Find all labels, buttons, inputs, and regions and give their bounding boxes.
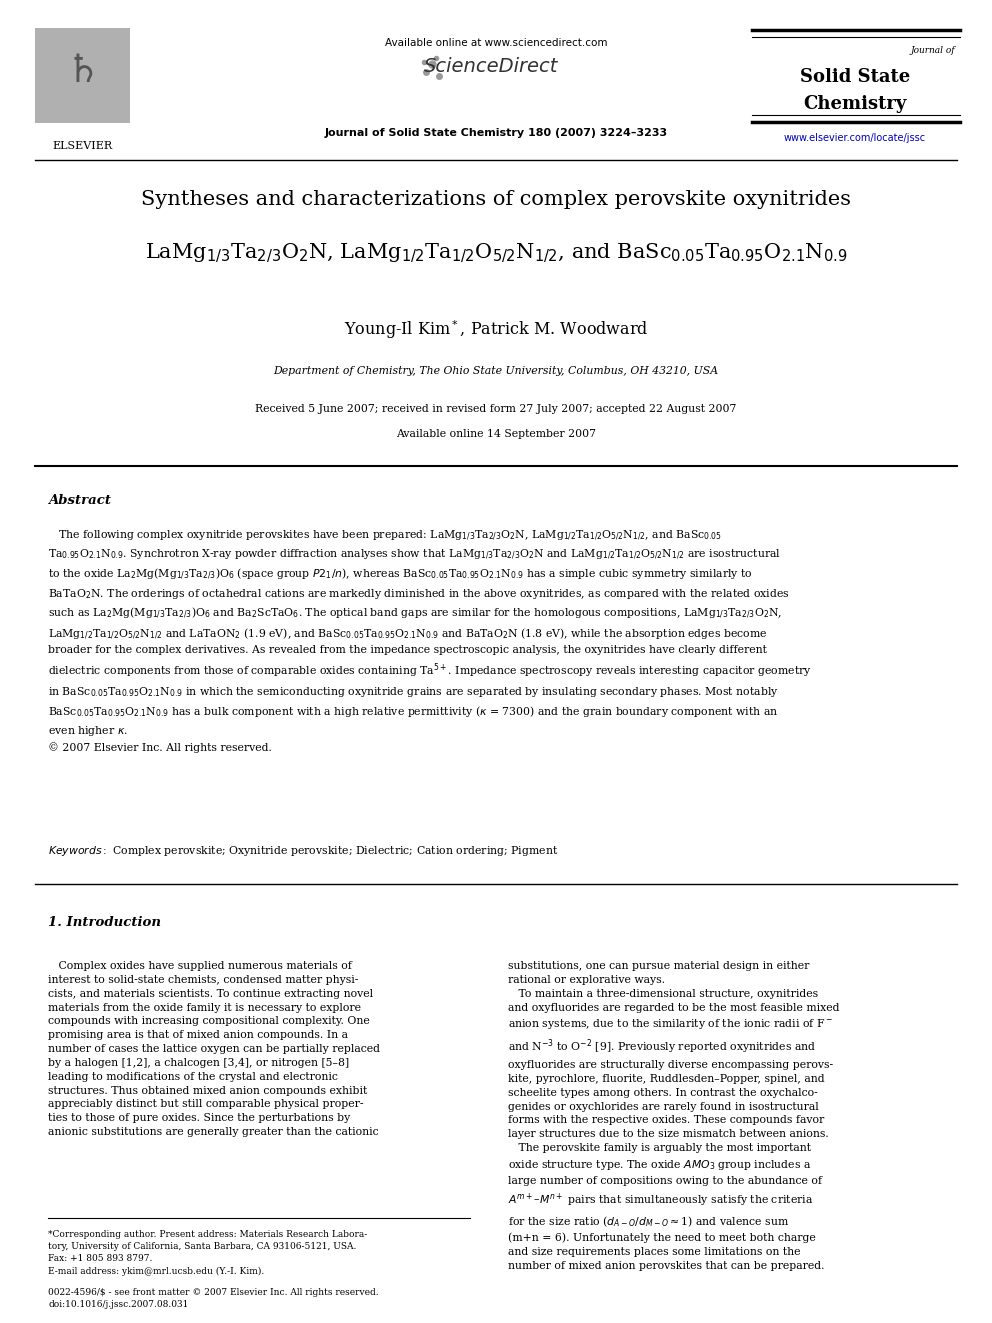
Bar bbox=[35, 28, 130, 123]
Text: *Corresponding author. Present address: Materials Research Labora-
tory, Univers: *Corresponding author. Present address: … bbox=[48, 1230, 367, 1275]
Text: LaMg$_{1/3}$Ta$_{2/3}$O$_2$N, LaMg$_{1/2}$Ta$_{1/2}$O$_{5/2}$N$_{1/2}$, and BaSc: LaMg$_{1/3}$Ta$_{2/3}$O$_2$N, LaMg$_{1/2… bbox=[145, 242, 847, 265]
Text: Journal of: Journal of bbox=[911, 46, 955, 56]
Text: www.elsevier.com/locate/jssc: www.elsevier.com/locate/jssc bbox=[784, 134, 927, 143]
Text: 0022-4596/$ - see front matter © 2007 Elsevier Inc. All rights reserved.
doi:10.: 0022-4596/$ - see front matter © 2007 El… bbox=[48, 1289, 379, 1310]
Text: substitutions, one can pursue material design in either
rational or explorative : substitutions, one can pursue material d… bbox=[508, 960, 839, 1271]
Text: $\it{Keywords:}$ Complex perovskite; Oxynitride perovskite; Dielectric; Cation o: $\it{Keywords:}$ Complex perovskite; Oxy… bbox=[48, 844, 558, 859]
Text: Abstract: Abstract bbox=[48, 493, 111, 507]
Text: ELSEVIER: ELSEVIER bbox=[53, 142, 112, 151]
Text: Solid State: Solid State bbox=[800, 67, 910, 86]
Text: ♄: ♄ bbox=[65, 52, 100, 90]
Text: Young-Il Kim$^*$, Patrick M. Woodward: Young-Il Kim$^*$, Patrick M. Woodward bbox=[343, 318, 649, 341]
Text: 1. Introduction: 1. Introduction bbox=[48, 916, 161, 929]
Text: ScienceDirect: ScienceDirect bbox=[424, 57, 558, 75]
Text: Department of Chemistry, The Ohio State University, Columbus, OH 43210, USA: Department of Chemistry, The Ohio State … bbox=[274, 366, 718, 376]
Text: The following complex oxynitride perovskites have been prepared: LaMg$_{1/3}$Ta$: The following complex oxynitride perovsk… bbox=[48, 529, 811, 753]
Text: Received 5 June 2007; received in revised form 27 July 2007; accepted 22 August : Received 5 June 2007; received in revise… bbox=[255, 404, 737, 414]
Text: Complex oxides have supplied numerous materials of
interest to solid-state chemi: Complex oxides have supplied numerous ma… bbox=[48, 960, 380, 1136]
Text: Available online 14 September 2007: Available online 14 September 2007 bbox=[396, 429, 596, 439]
Text: Journal of Solid State Chemistry 180 (2007) 3224–3233: Journal of Solid State Chemistry 180 (20… bbox=[324, 128, 668, 138]
Text: Available online at www.sciencedirect.com: Available online at www.sciencedirect.co… bbox=[385, 38, 607, 48]
Text: Chemistry: Chemistry bbox=[804, 95, 907, 112]
Text: Syntheses and characterizations of complex perovskite oxynitrides: Syntheses and characterizations of compl… bbox=[141, 191, 851, 209]
